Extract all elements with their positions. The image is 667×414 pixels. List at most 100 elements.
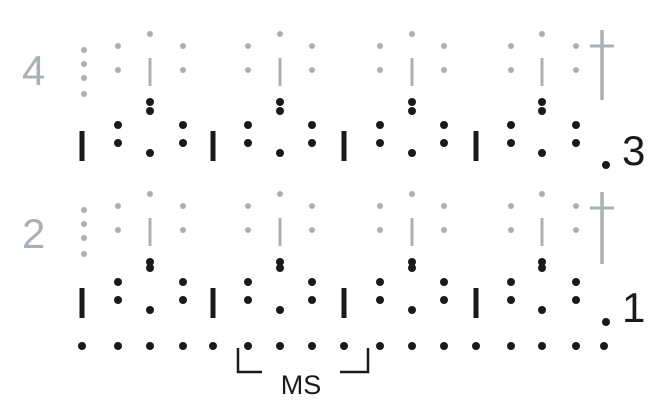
chain-stitch-dot xyxy=(508,227,514,233)
foundation-chain-dot xyxy=(440,342,448,350)
chain-stitch-dot xyxy=(308,121,316,129)
chain-stitch-dot xyxy=(602,318,610,326)
chain-stitch-dot xyxy=(573,227,579,233)
chain-stitch-dot xyxy=(308,296,316,304)
edge-chain-dot xyxy=(81,61,87,67)
chain-stitch-dot xyxy=(408,306,416,314)
chain-stitch-dot xyxy=(245,67,251,73)
foundation-chain-dot xyxy=(408,342,416,350)
chain-stitch-dot xyxy=(245,227,251,233)
chain-stitch-dot xyxy=(377,43,383,49)
repeat-bracket: MS xyxy=(236,348,370,400)
chain-stitch-dot xyxy=(114,121,122,129)
chain-stitch-dot xyxy=(508,43,514,49)
chain-stitch-dot xyxy=(309,227,315,233)
row-number-1: 1 xyxy=(622,284,645,331)
chain-stitch-dot xyxy=(408,107,416,115)
foundation-chain-dot xyxy=(507,342,515,350)
chain-stitch-dot xyxy=(115,203,121,209)
chain-stitch-dot xyxy=(179,278,187,286)
chain-stitch-dot xyxy=(179,139,187,147)
chain-stitch-dot xyxy=(440,121,448,129)
stitch-bars xyxy=(79,58,544,318)
foundation-chain-dot xyxy=(209,342,217,350)
chain-stitch-dot xyxy=(538,149,546,157)
chain-stitch-dot xyxy=(276,264,284,272)
edge-chain-dot xyxy=(81,251,87,257)
chain-stitch-dot xyxy=(441,203,447,209)
row-number-2: 2 xyxy=(22,210,45,257)
chain-stitch-dot xyxy=(146,258,154,266)
chain-stitch-dot xyxy=(114,139,122,147)
chain-stitch-dot xyxy=(573,203,579,209)
foundation-chain-dot xyxy=(572,342,580,350)
chain-stitch-dot xyxy=(276,306,284,314)
chain-stitch-dot xyxy=(377,67,383,73)
chain-stitch-dot xyxy=(376,278,384,286)
chain-stitch-dot xyxy=(114,278,122,286)
chain-stitch-dot xyxy=(538,107,546,115)
foundation-chain-dot xyxy=(244,342,252,350)
chain-stitch-dot xyxy=(507,296,515,304)
chain-stitch-dot xyxy=(179,121,187,129)
row-number-4: 4 xyxy=(22,47,45,94)
chain-stitch-dot xyxy=(308,278,316,286)
turning-chain-cross-row-2 xyxy=(590,192,614,264)
chain-stitch-dot xyxy=(507,139,515,147)
chain-stitch-dot xyxy=(309,203,315,209)
chain-stitch-dot xyxy=(244,121,252,129)
edge-chain-dot xyxy=(81,207,87,213)
chain-stitch-dot xyxy=(441,227,447,233)
chain-stitch-dot xyxy=(146,107,154,115)
edge-chain-dot xyxy=(81,91,87,97)
chain-stitch-dot xyxy=(180,203,186,209)
chain-stitch-dot xyxy=(146,149,154,157)
chain-stitch-dot xyxy=(441,67,447,73)
repeat-bracket-line xyxy=(236,348,370,374)
chain-stitch-dot xyxy=(115,43,121,49)
chain-stitch-dot xyxy=(440,139,448,147)
chain-stitch-dot xyxy=(573,43,579,49)
foundation-chain-dot xyxy=(472,342,480,350)
edge-chain-dot xyxy=(81,47,87,53)
chain-stitch-dot xyxy=(245,203,251,209)
chain-stitch-dot xyxy=(440,278,448,286)
chain-stitch-dot xyxy=(309,67,315,73)
chain-stitch-dot xyxy=(539,191,545,197)
chain-stitch-dot xyxy=(146,306,154,314)
chain-stitch-dot xyxy=(179,296,187,304)
chain-stitch-dot xyxy=(507,121,515,129)
chain-stitch-dot xyxy=(538,98,546,106)
chain-stitch-dots xyxy=(78,31,610,350)
chain-stitch-dot xyxy=(309,43,315,49)
chain-stitch-dot xyxy=(377,227,383,233)
foundation-chain-dot xyxy=(538,342,546,350)
chain-stitch-dot xyxy=(538,306,546,314)
chain-stitch-dot xyxy=(147,31,153,37)
chain-stitch-dot xyxy=(572,121,580,129)
foundation-chain-dot xyxy=(600,342,608,350)
chain-stitch-dot xyxy=(180,227,186,233)
chain-stitch-dot xyxy=(538,264,546,272)
chain-stitch-dot xyxy=(376,296,384,304)
chain-stitch-dot xyxy=(276,98,284,106)
chain-stitch-dot xyxy=(114,296,122,304)
foundation-chain-dot xyxy=(114,342,122,350)
chain-stitch-dot xyxy=(276,107,284,115)
chain-stitch-dot xyxy=(408,258,416,266)
chain-stitch-dot xyxy=(376,121,384,129)
chain-stitch-dot xyxy=(308,139,316,147)
chain-stitch-dot xyxy=(115,67,121,73)
foundation-chain-dot xyxy=(179,342,187,350)
chain-stitch-dot xyxy=(245,43,251,49)
chain-stitch-dot xyxy=(147,191,153,197)
chain-stitch-dot xyxy=(508,203,514,209)
chain-stitch-dot xyxy=(602,161,610,169)
chain-stitch-dot xyxy=(277,31,283,37)
foundation-chain-dot xyxy=(146,342,154,350)
chain-stitch-dot xyxy=(377,203,383,209)
chain-stitch-dot xyxy=(573,67,579,73)
chain-stitch-dot xyxy=(276,149,284,157)
